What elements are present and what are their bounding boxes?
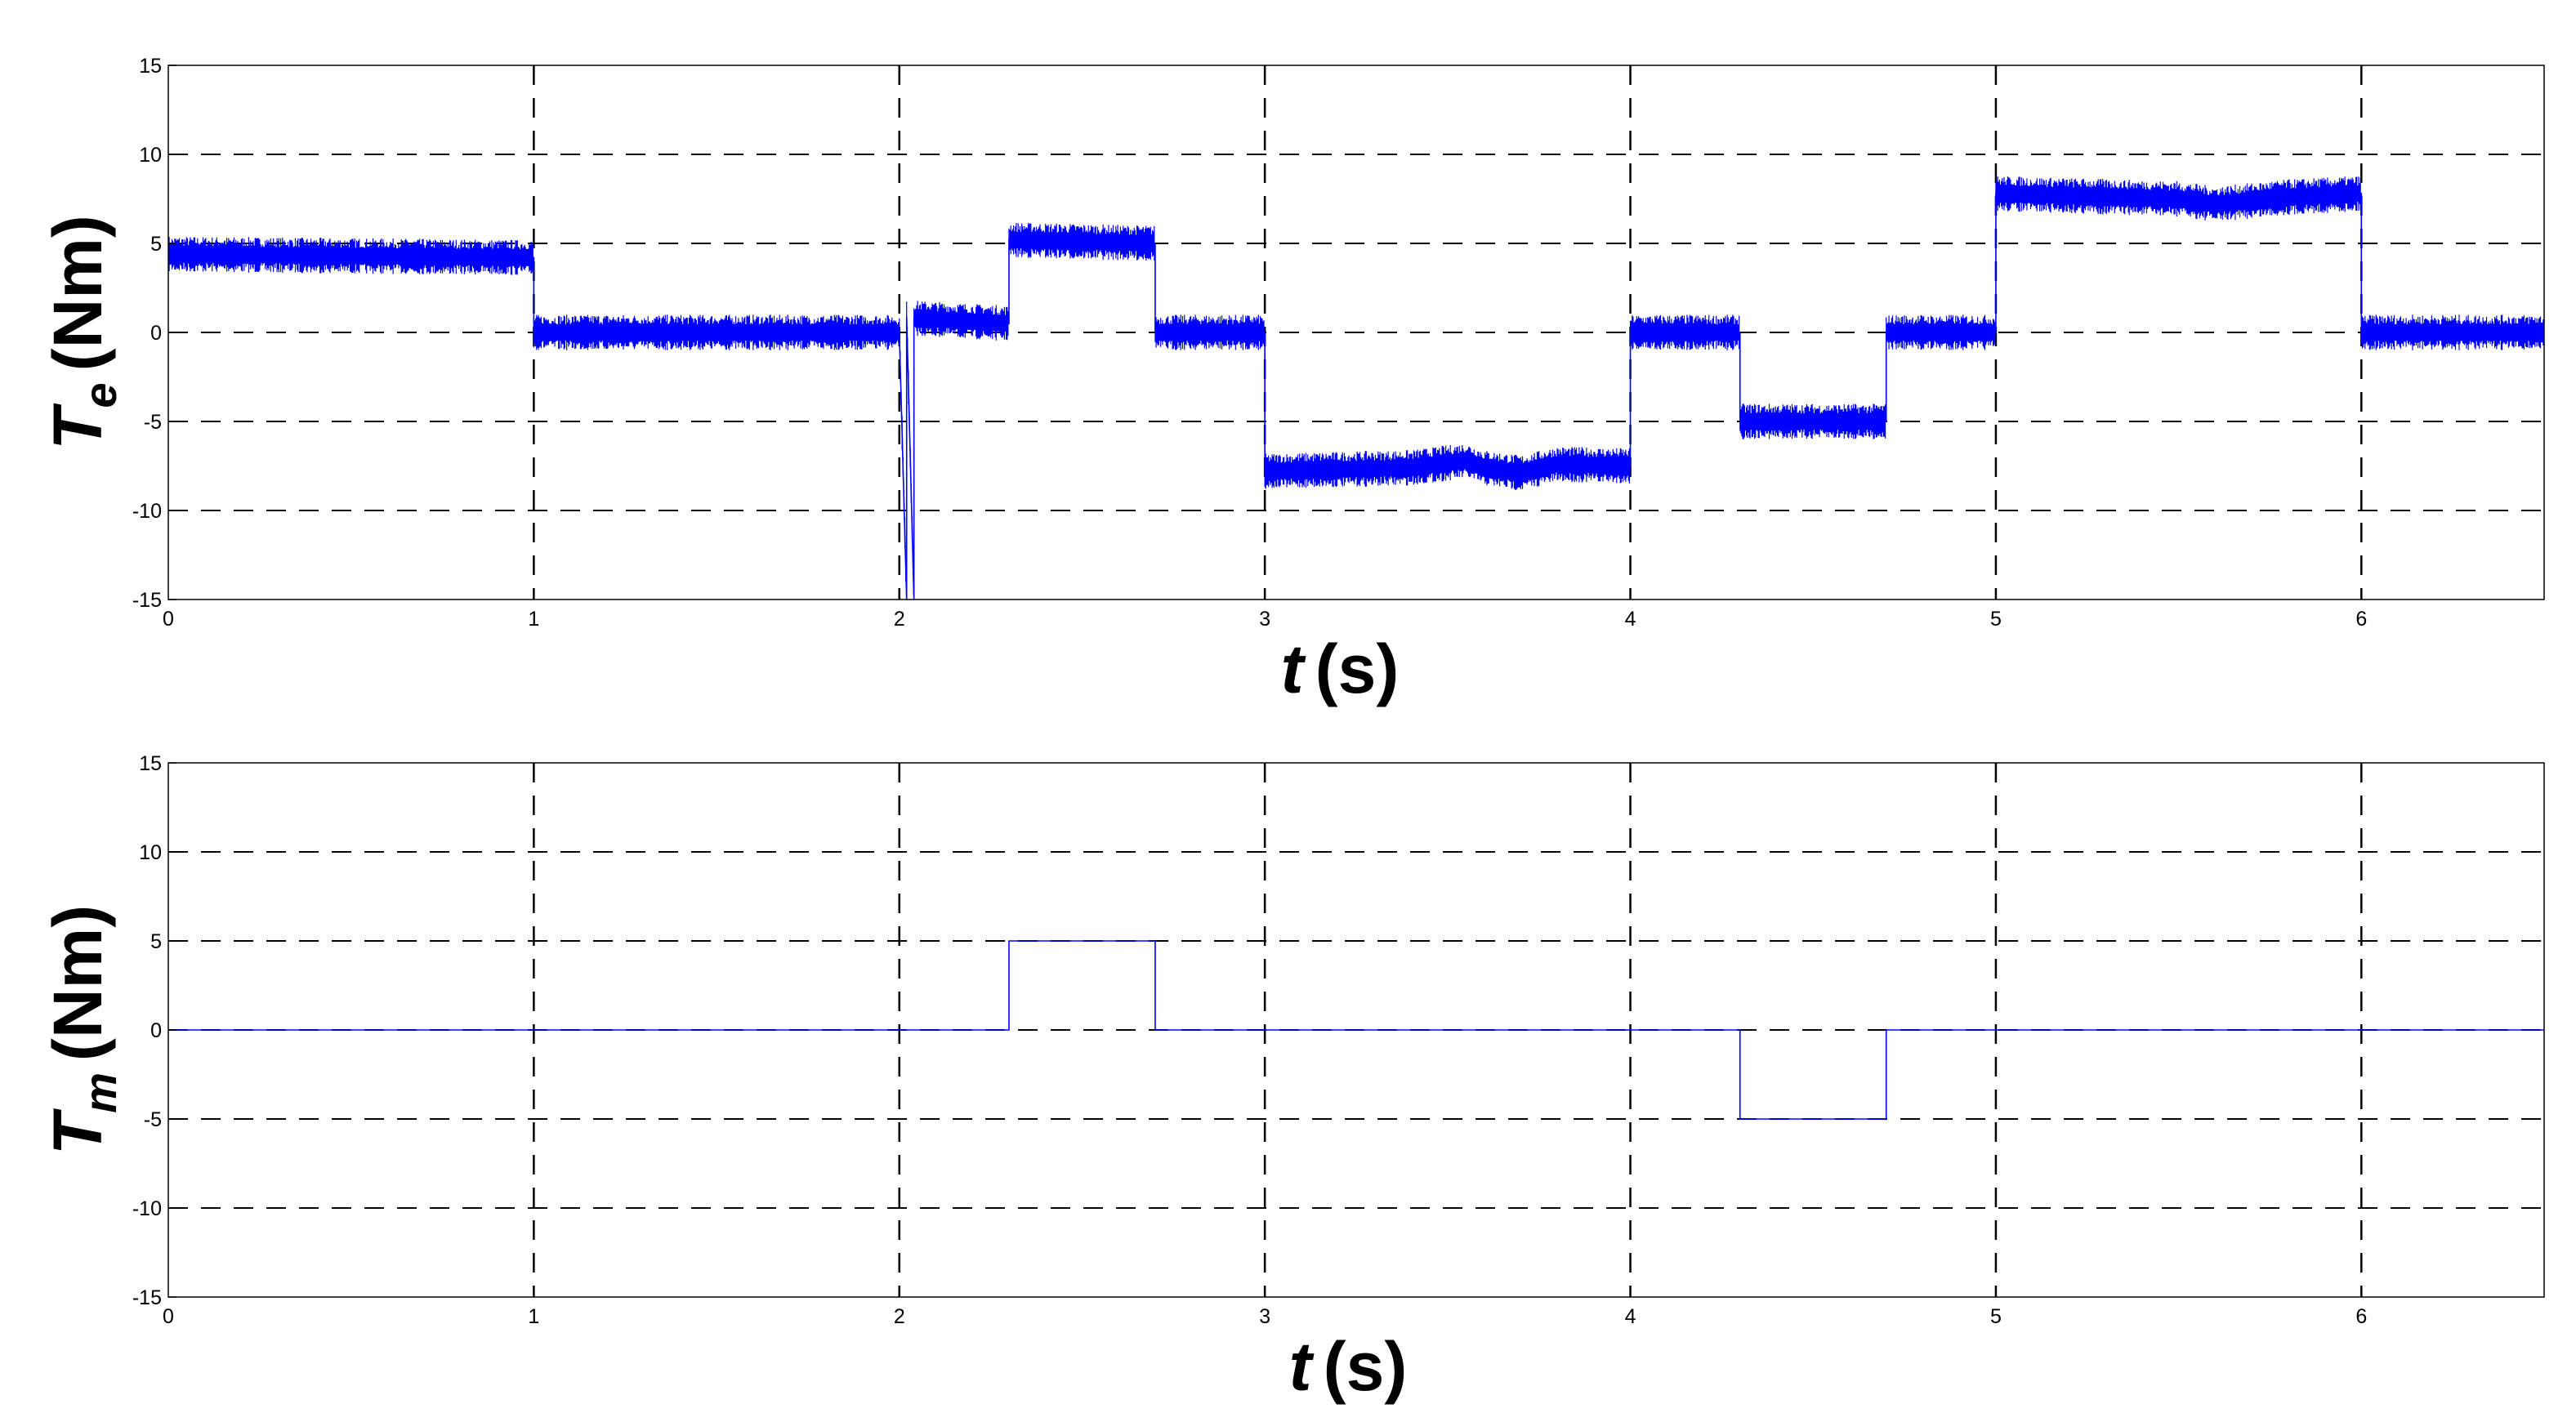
te-xlabel: t (s) — [1281, 631, 1400, 707]
te-xtick-label: 3 — [1259, 608, 1270, 631]
tm-xlabel-var: t — [1289, 1328, 1315, 1405]
te-xtick-label: 4 — [1625, 608, 1636, 631]
tm-ytick-label: -5 — [144, 1108, 162, 1131]
tm-xtick-label: 2 — [894, 1305, 905, 1328]
tm-ytick-label: 5 — [150, 930, 162, 953]
tm-ytick-label: -15 — [132, 1286, 162, 1309]
tm-ylabel-unit: (Nm) — [39, 905, 116, 1061]
tm-plot-frame — [167, 762, 2545, 1298]
te-ylabel-unit: (Nm) — [39, 215, 116, 371]
tm-series-line — [168, 940, 2544, 1120]
te-series-ripple — [168, 176, 2544, 582]
te-ylabel: Te (Nm) — [39, 215, 126, 450]
tm-ylabel: Tm (Nm) — [39, 905, 126, 1155]
te-xlabel-var: t — [1281, 631, 1306, 707]
tm-xtick-label: 3 — [1259, 1305, 1270, 1328]
te-ylabel-var: T — [39, 403, 116, 450]
tm-ylabel-sub: m — [74, 1072, 126, 1113]
tm-ytick-label: 15 — [139, 752, 162, 775]
te-ytick-label: -10 — [132, 500, 162, 523]
tm-ytick-label: 10 — [139, 841, 162, 864]
te-ylabel-sub: e — [74, 382, 126, 408]
te-xlabel-unit: (s) — [1315, 631, 1400, 707]
tm-xtick-label: 1 — [528, 1305, 539, 1328]
tm-ytick-label: -10 — [132, 1197, 162, 1220]
tm-xtick-label: 5 — [1990, 1305, 2002, 1328]
tm-xtick-label: 4 — [1625, 1305, 1636, 1328]
te-plot-frame — [167, 65, 2545, 600]
tm-xtick-label: 6 — [2355, 1305, 2367, 1328]
te-ytick-label: 10 — [139, 144, 162, 167]
te-xtick-label: 0 — [163, 608, 174, 631]
tm-xlabel-unit: (s) — [1324, 1328, 1408, 1405]
te-xtick-label: 2 — [894, 608, 905, 631]
tm-ytick-label: 0 — [150, 1019, 162, 1042]
te-xtick-label: 5 — [1990, 608, 2002, 631]
te-ytick-label: 15 — [139, 55, 162, 78]
te-ytick-label: -5 — [144, 411, 162, 434]
tm-xtick-label: 0 — [163, 1305, 174, 1328]
te-xtick-label: 6 — [2355, 608, 2367, 631]
te-ytick-label: -15 — [132, 589, 162, 612]
tm-xlabel: t (s) — [1289, 1328, 1408, 1405]
te-xtick-label: 1 — [528, 608, 539, 631]
tm-ylabel-var: T — [39, 1108, 116, 1155]
te-ytick-label: 0 — [150, 322, 162, 345]
te-ytick-label: 5 — [150, 233, 162, 256]
